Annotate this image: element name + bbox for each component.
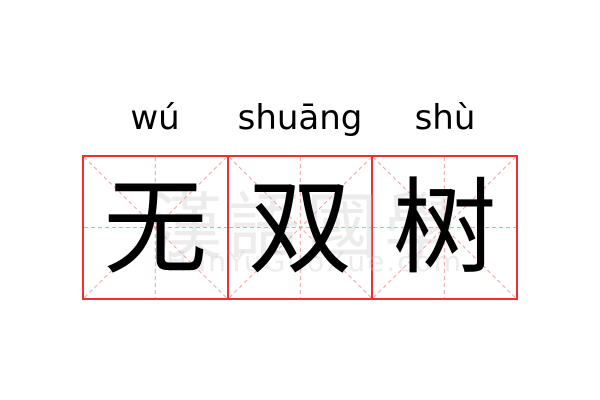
- character-grid: 无 双 树: [82, 155, 518, 300]
- character-cell: 双: [226, 157, 372, 298]
- guide-lines-icon: [84, 157, 227, 298]
- character: 无: [103, 166, 208, 289]
- pinyin-1: wú: [130, 98, 180, 138]
- pinyin-2: shuāng: [237, 98, 363, 138]
- character: 树: [392, 166, 497, 289]
- guide-lines-icon: [373, 157, 516, 298]
- pinyin-3: shù: [414, 98, 476, 138]
- guide-lines-icon: [229, 157, 372, 298]
- character-cell: 树: [371, 157, 516, 298]
- character: 双: [248, 166, 353, 289]
- character-cell: 无: [84, 157, 227, 298]
